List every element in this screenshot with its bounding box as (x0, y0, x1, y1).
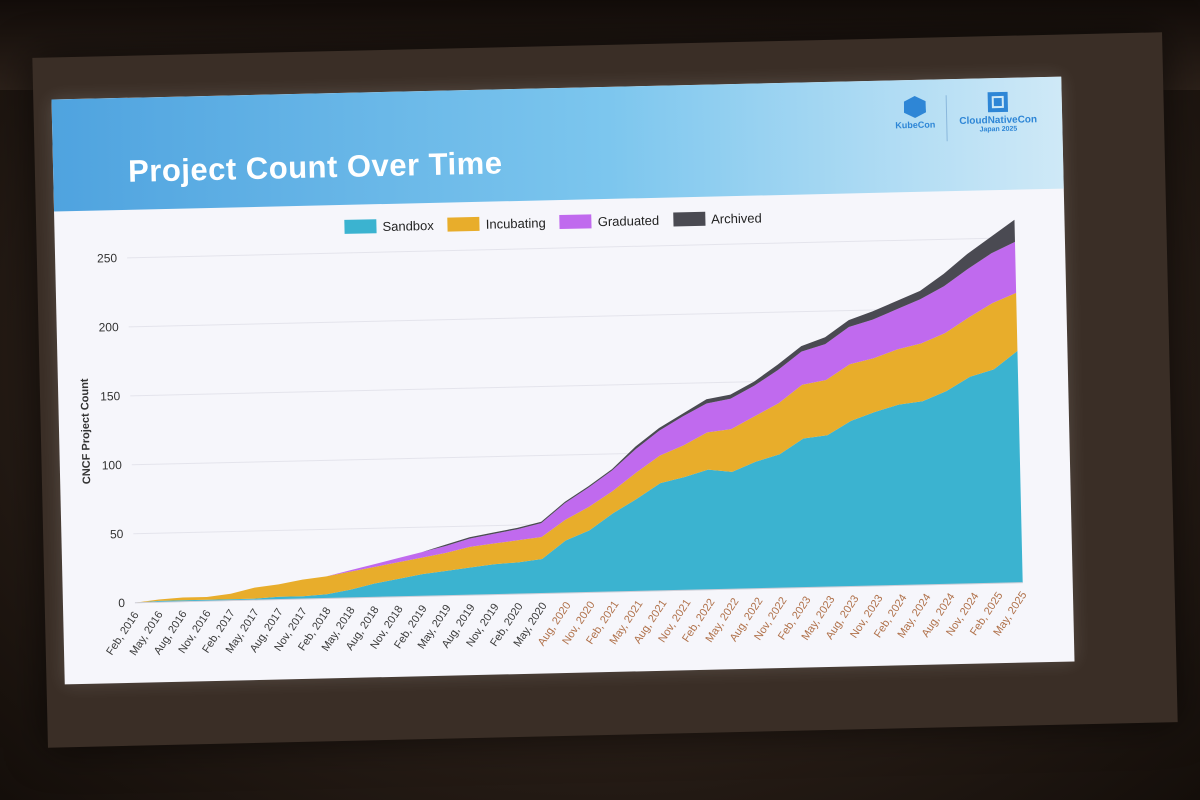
y-tick-label: 50 (110, 527, 124, 541)
y-tick-label: 200 (98, 320, 119, 334)
slide: Project Count Over Time KubeCon CloudNat… (51, 76, 1075, 685)
y-tick-label: 250 (97, 251, 118, 265)
legend-swatch (344, 219, 377, 234)
y-gridline (127, 237, 1015, 259)
y-tick-label: 0 (118, 596, 125, 610)
legend-label: Incubating (485, 214, 546, 232)
legend-label: Archived (710, 209, 762, 227)
legend-item-graduated: Graduated (559, 212, 660, 230)
legend-item-incubating: Incubating (447, 214, 546, 232)
legend-item-sandbox: Sandbox (344, 217, 434, 234)
legend-swatch (447, 216, 480, 232)
y-tick-label: 150 (100, 389, 121, 403)
legend-label: Sandbox (382, 217, 434, 234)
legend-label: Graduated (597, 212, 660, 229)
legend-swatch (559, 214, 592, 230)
y-axis-title: CNCF Project Count (79, 378, 93, 484)
x-axis-line (134, 582, 1023, 604)
y-tick-label: 100 (102, 458, 123, 472)
legend-swatch (672, 211, 706, 227)
legend-item-archived: Archived (672, 209, 762, 227)
series-area-sandbox (134, 350, 1023, 603)
y-gridline (128, 306, 1017, 328)
